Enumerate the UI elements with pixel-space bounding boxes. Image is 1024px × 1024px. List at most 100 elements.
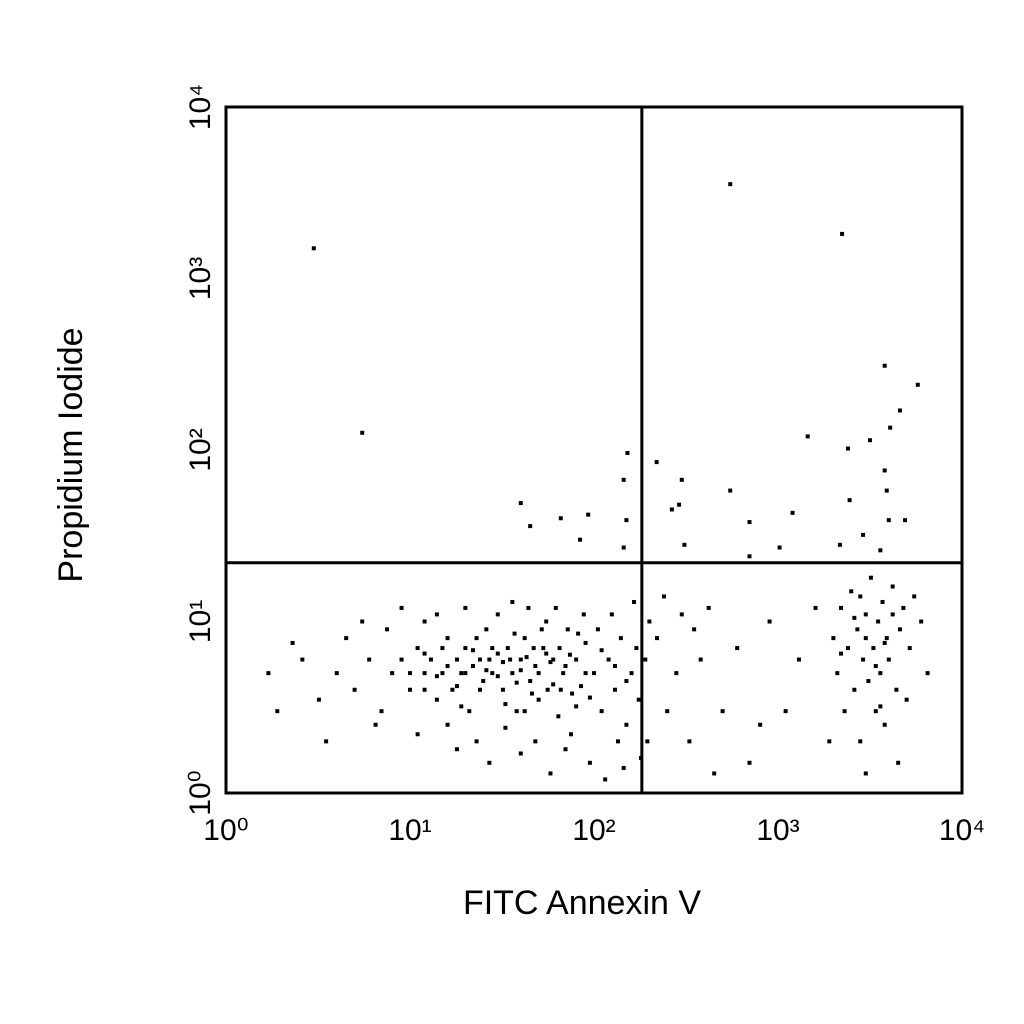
point <box>586 512 591 517</box>
point <box>747 554 752 559</box>
point <box>901 605 906 610</box>
point <box>385 627 390 632</box>
y-tick-label: 10² <box>184 428 217 471</box>
point <box>569 732 574 737</box>
point <box>831 636 836 641</box>
point <box>556 714 561 719</box>
point <box>679 612 684 617</box>
point <box>510 671 515 676</box>
point <box>890 584 895 589</box>
point <box>445 636 450 641</box>
point <box>539 627 544 632</box>
point <box>692 627 697 632</box>
point <box>445 722 450 727</box>
point <box>545 687 550 692</box>
point <box>583 640 588 645</box>
point <box>553 605 558 610</box>
point <box>665 709 670 714</box>
point <box>839 651 844 656</box>
point <box>728 488 733 493</box>
point <box>896 760 901 765</box>
point <box>563 747 568 752</box>
point <box>574 704 579 709</box>
point <box>528 678 533 683</box>
point <box>428 657 433 662</box>
point <box>450 687 455 692</box>
point <box>615 739 620 744</box>
point <box>643 657 648 662</box>
point <box>522 636 527 641</box>
point <box>495 612 500 617</box>
point <box>415 646 420 651</box>
point <box>621 765 626 770</box>
point <box>536 697 541 702</box>
point <box>897 627 902 632</box>
point <box>481 678 486 683</box>
point <box>440 646 445 651</box>
point <box>712 771 717 776</box>
point <box>618 636 623 641</box>
point <box>477 657 482 662</box>
point <box>434 612 439 617</box>
point <box>490 671 495 676</box>
point <box>518 657 523 662</box>
point <box>647 619 652 624</box>
point <box>352 687 357 692</box>
point <box>728 182 733 187</box>
point <box>873 664 878 669</box>
plot-frame <box>224 105 964 795</box>
point <box>873 709 878 714</box>
point <box>599 709 604 714</box>
point <box>528 524 533 529</box>
point <box>858 594 863 599</box>
point <box>849 589 854 594</box>
point <box>852 687 857 692</box>
point <box>477 687 482 692</box>
point <box>674 671 679 676</box>
point <box>399 605 404 610</box>
point <box>634 646 639 651</box>
point <box>609 612 614 617</box>
point <box>275 709 280 714</box>
point <box>621 477 626 482</box>
point <box>882 363 887 368</box>
point <box>557 646 562 651</box>
point <box>484 668 489 673</box>
point <box>503 725 508 730</box>
point <box>606 657 611 662</box>
point <box>624 678 629 683</box>
point <box>514 680 519 685</box>
point <box>490 646 495 651</box>
point <box>567 652 572 657</box>
point <box>415 732 420 737</box>
point <box>533 664 538 669</box>
point <box>522 709 527 714</box>
point <box>463 671 468 676</box>
point <box>758 722 763 727</box>
point <box>840 231 845 236</box>
point <box>837 542 842 547</box>
point <box>868 575 873 580</box>
point <box>514 709 519 714</box>
point <box>544 651 549 656</box>
x-tick-label: 10² <box>572 814 615 847</box>
point <box>767 619 772 624</box>
point <box>587 760 592 765</box>
point <box>290 640 295 645</box>
point <box>886 518 891 523</box>
point <box>434 697 439 702</box>
point <box>654 460 659 465</box>
point <box>578 537 583 542</box>
point <box>518 501 523 506</box>
point <box>852 615 857 620</box>
point <box>747 760 752 765</box>
point <box>629 671 634 676</box>
point <box>796 657 801 662</box>
point <box>518 668 523 673</box>
point <box>599 648 604 653</box>
point <box>360 430 365 435</box>
point <box>379 709 384 714</box>
point <box>422 619 427 624</box>
point <box>661 594 666 599</box>
point <box>847 498 852 503</box>
